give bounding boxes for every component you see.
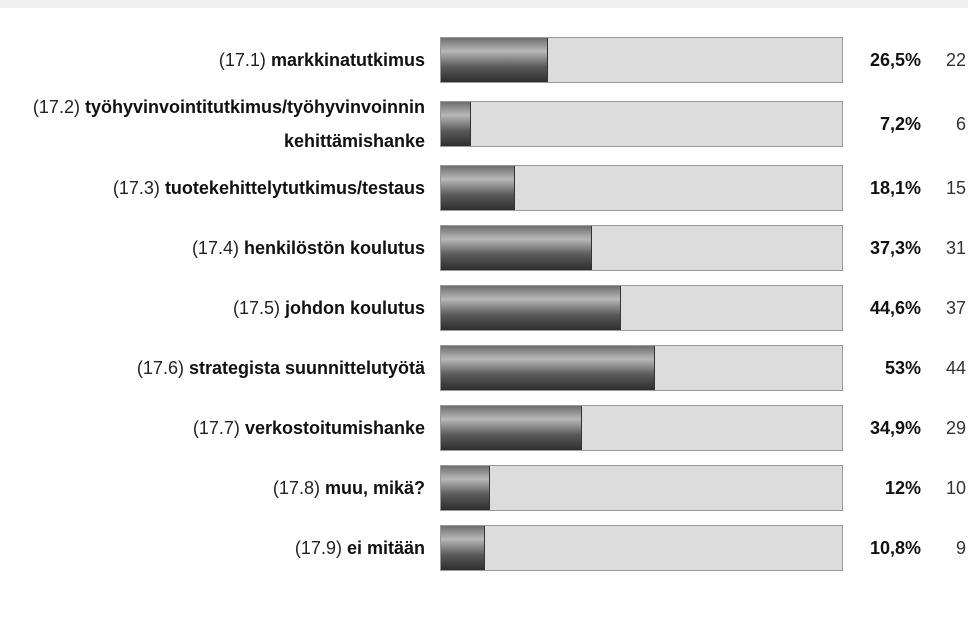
bar [441, 38, 549, 82]
category-name: muu, mikä? [324, 478, 425, 498]
category-name: tuotekehittelytutkimus/testaus [164, 178, 425, 198]
value-label: 53% [884, 357, 921, 378]
bar-track [440, 101, 843, 147]
category-code: (17.5) [232, 298, 280, 318]
bar-track [440, 525, 843, 571]
value-label: 37,3% [869, 237, 921, 258]
value-label: 26,5% [869, 49, 921, 70]
bar-track [440, 165, 843, 211]
category-name: työhyvinvointitutkimus/työhyvinvoinnin k… [84, 97, 425, 151]
category-code: (17.2) [32, 97, 80, 117]
bar [441, 286, 621, 330]
category-label: (17.9) ei mitään [0, 531, 440, 565]
bar [441, 346, 655, 390]
category-label: (17.2) työhyvinvointitutkimus/työhyvinvo… [0, 90, 440, 158]
category-name: verkostoitumishanke [244, 418, 425, 438]
value-label: 34,9% [869, 417, 921, 438]
bar-track [440, 285, 843, 331]
value-label: 10,8% [869, 537, 921, 558]
category-name: markkinatutkimus [270, 50, 425, 70]
row: (17.2) työhyvinvointitutkimus/työhyvinvo… [0, 90, 968, 158]
bar [441, 466, 491, 510]
category-code: (17.8) [272, 478, 320, 498]
bar [441, 166, 515, 210]
count-label: 22 [945, 49, 966, 70]
value-label: 7,2% [879, 113, 921, 134]
category-name: johdon koulutus [285, 298, 425, 318]
value-label: 12% [884, 477, 921, 498]
count-label: 37 [945, 297, 966, 318]
row: (17.6) strategista suunnittelutyötä 53% 44 [0, 338, 968, 398]
category-code: (17.3) [112, 178, 160, 198]
bar [441, 526, 486, 570]
bar-track [440, 405, 843, 451]
row: (17.9) ei mitään 10,8% 9 [0, 518, 968, 578]
count-label: 29 [945, 417, 966, 438]
count-label: 44 [945, 357, 966, 378]
count-label: 6 [955, 113, 966, 134]
category-name: strategista suunnittelutyötä [188, 358, 425, 378]
category-code: (17.9) [294, 538, 342, 558]
category-label: (17.6) strategista suunnittelutyötä [0, 351, 440, 385]
category-code: (17.7) [192, 418, 240, 438]
value-label: 18,1% [869, 177, 921, 198]
category-label: (17.1) markkinatutkimus [0, 43, 440, 77]
count-label: 9 [955, 537, 966, 558]
count-label: 31 [945, 237, 966, 258]
row: (17.1) markkinatutkimus 26,5% 22 [0, 30, 968, 90]
row: (17.4) henkilöstön koulutus 37,3% 31 [0, 218, 968, 278]
value-label: 44,6% [869, 297, 921, 318]
category-label: (17.7) verkostoitumishanke [0, 411, 440, 445]
category-name: ei mitään [346, 538, 425, 558]
bar [441, 406, 582, 450]
row: (17.7) verkostoitumishanke 34,9% 29 [0, 398, 968, 458]
row: (17.5) johdon koulutus 44,6% 37 [0, 278, 968, 338]
count-label: 10 [945, 477, 966, 498]
count-label: 15 [945, 177, 966, 198]
bar [441, 102, 471, 146]
category-code: (17.4) [191, 238, 239, 258]
category-label: (17.4) henkilöstön koulutus [0, 231, 440, 265]
bar-track [440, 225, 843, 271]
bar-track [440, 465, 843, 511]
category-label: (17.8) muu, mikä? [0, 471, 440, 505]
category-code: (17.1) [218, 50, 266, 70]
category-name: henkilöstön koulutus [243, 238, 425, 258]
category-label: (17.3) tuotekehittelytutkimus/testaus [0, 171, 440, 205]
bar [441, 226, 592, 270]
bar-track [440, 37, 843, 83]
category-code: (17.6) [136, 358, 184, 378]
category-label: (17.5) johdon koulutus [0, 291, 440, 325]
row: (17.3) tuotekehittelytutkimus/testaus 18,… [0, 158, 968, 218]
bar-track [440, 345, 843, 391]
row: (17.8) muu, mikä? 12% 10 [0, 458, 968, 518]
